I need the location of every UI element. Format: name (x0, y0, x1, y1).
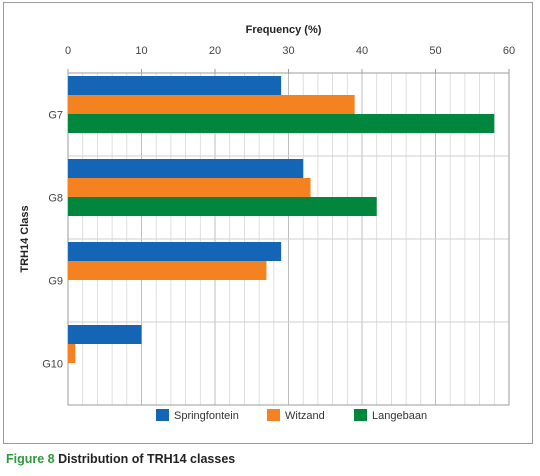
x-tick-label: 50 (429, 45, 441, 57)
bar-springfontein-g9 (68, 242, 282, 261)
y-tick-label: G9 (48, 276, 63, 288)
figure-caption: Figure 8 Distribution of TRH14 classes (6, 452, 235, 466)
bar-langebaan-g7 (68, 114, 495, 133)
y-axis-title: TRH14 Class (19, 205, 31, 272)
bar-witzand-g8 (68, 178, 311, 197)
bar-witzand-g7 (68, 95, 355, 114)
y-tick-label: G7 (48, 110, 63, 122)
x-tick-label: 60 (503, 45, 515, 57)
bar-springfontein-g8 (68, 159, 304, 178)
x-tick-label: 0 (65, 45, 71, 57)
y-tick-label: G8 (48, 193, 63, 205)
y-tick-label: G10 (42, 359, 63, 371)
caption-text: Distribution of TRH14 classes (58, 452, 236, 466)
bar-langebaan-g8 (68, 197, 377, 216)
bar-springfontein-g10 (68, 325, 142, 344)
x-tick-label: 40 (356, 45, 368, 57)
x-tick-label: 20 (209, 45, 221, 57)
legend-swatch-langebaan (354, 409, 367, 421)
chart-frame: G7 G8 G9 G10 0 10 20 30 40 50 60 Frequency (%) TRH14… (3, 2, 533, 444)
figure-label: Figure 8 (6, 452, 55, 466)
legend-label-langebaan: Langebaan (372, 410, 427, 422)
legend-swatch-witzand (267, 409, 280, 421)
x-tick-label: 10 (135, 45, 147, 57)
x-axis-title: Frequency (%) (246, 24, 322, 36)
bar-springfontein-g7 (68, 76, 282, 95)
legend-label-witzand: Witzand (285, 410, 325, 422)
bar-chart: G7 G8 G9 G10 0 10 20 30 40 50 60 Frequency (%) TRH14… (19, 24, 515, 422)
legend-swatch-springfontein (156, 409, 169, 421)
bar-witzand-g9 (68, 261, 267, 280)
bar-witzand-g10 (68, 344, 76, 363)
x-tick-label: 30 (282, 45, 294, 57)
legend-label-springfontein: Springfontein (174, 410, 239, 422)
